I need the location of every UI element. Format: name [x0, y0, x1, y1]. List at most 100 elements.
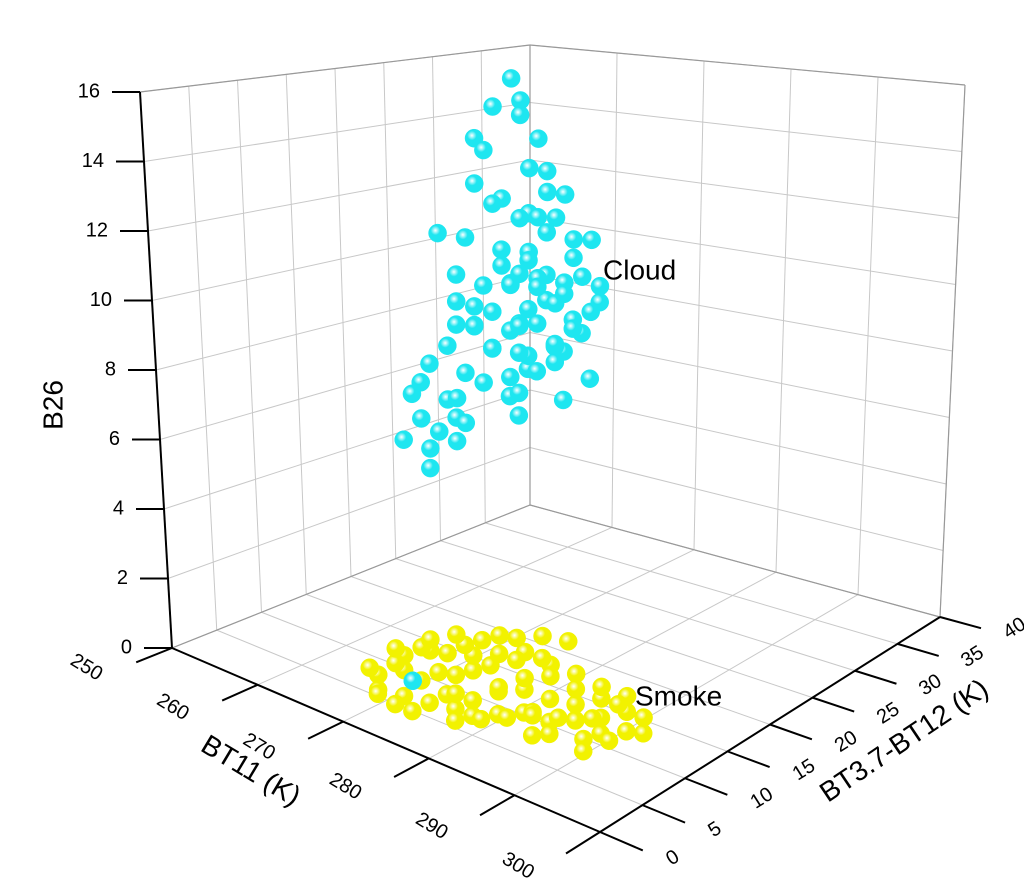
data-point: [581, 302, 600, 322]
data-point: [538, 182, 557, 202]
data-point: [456, 413, 476, 433]
data-point: [523, 706, 542, 725]
data-point: [599, 731, 619, 750]
y-tick-label: 5: [704, 817, 725, 842]
x-tick-label: 290: [412, 808, 452, 844]
data-point: [492, 240, 511, 259]
grid-line: [395, 558, 813, 699]
data-point: [402, 384, 422, 404]
data-point: [472, 630, 492, 650]
z-tick-label: 4: [113, 497, 124, 519]
cloud-annotation: Cloud: [603, 254, 676, 285]
y-tick: [684, 777, 728, 796]
grid-line: [155, 274, 531, 371]
z-tick-label: 10: [90, 289, 112, 311]
data-point: [580, 369, 600, 388]
data-point: [483, 194, 502, 213]
grid-line: [306, 593, 728, 752]
data-point: [465, 317, 484, 336]
y-tick-label: 0: [662, 846, 683, 871]
x-tick: [565, 831, 601, 855]
data-point: [386, 694, 405, 714]
data-point: [519, 251, 538, 270]
box-edge: [939, 84, 966, 618]
data-point: [430, 422, 449, 441]
data-point: [519, 299, 538, 319]
data-point: [527, 362, 547, 381]
grid-line: [151, 217, 531, 301]
grid-line: [485, 522, 898, 645]
data-point: [474, 276, 493, 295]
grid-line: [143, 102, 531, 162]
data-point: [474, 140, 493, 160]
data-point: [360, 658, 379, 677]
data-point: [447, 625, 466, 644]
data-point: [455, 228, 475, 247]
grid-line: [529, 102, 962, 152]
z-tick-label: 12: [86, 219, 108, 241]
data-point: [501, 69, 521, 88]
data-point: [386, 639, 405, 658]
data-point: [403, 701, 422, 721]
y-tick: [897, 642, 940, 657]
data-point: [532, 648, 552, 668]
z-tick-label: 6: [109, 428, 120, 450]
z-tick-label: 8: [105, 358, 116, 380]
data-point: [573, 267, 592, 286]
z-axis-title: B26: [37, 380, 68, 430]
data-point: [368, 684, 388, 704]
data-point: [515, 668, 534, 688]
data-point: [510, 208, 529, 228]
box-edge: [529, 504, 941, 618]
box-edge: [139, 44, 531, 93]
data-point: [509, 406, 529, 425]
data-point: [438, 643, 457, 663]
x-tick-label: 300: [498, 848, 538, 882]
data-point: [446, 292, 466, 311]
x-tick: [307, 720, 344, 740]
data-point: [563, 319, 583, 338]
y-tick: [812, 696, 855, 713]
y-tick: [854, 669, 897, 685]
data-point: [403, 671, 422, 691]
data-point: [509, 383, 529, 403]
grid-line: [163, 389, 531, 510]
x-tick: [393, 757, 430, 778]
data-point: [583, 709, 602, 728]
data-point: [554, 284, 574, 304]
data-point: [540, 689, 560, 709]
data-point: [533, 626, 552, 646]
data-point: [421, 458, 440, 478]
data-point: [474, 373, 493, 392]
data-point: [456, 363, 475, 383]
data-point: [582, 230, 601, 250]
data-point: [520, 158, 539, 178]
data-point: [483, 302, 502, 321]
data-point: [522, 726, 542, 745]
data-point: [429, 662, 448, 682]
data-point: [553, 390, 573, 410]
data-point: [447, 388, 467, 408]
data-point: [507, 628, 526, 648]
grid-line: [529, 159, 959, 219]
data-point: [617, 722, 636, 741]
data-point: [446, 265, 466, 284]
grid-line: [529, 332, 950, 418]
z-tick-label: 2: [117, 567, 128, 589]
data-point: [510, 264, 529, 284]
data-point: [446, 315, 466, 334]
data-point: [420, 693, 439, 713]
frame-layer: [112, 44, 982, 855]
x-tick: [221, 683, 259, 702]
y-tick-label: 35: [957, 641, 988, 671]
data-point: [566, 679, 586, 699]
smoke-annotation: Smoke: [635, 680, 722, 711]
data-point: [527, 314, 547, 333]
data-point: [501, 367, 520, 387]
data-point: [464, 174, 484, 193]
grid-line: [147, 159, 531, 232]
data-point: [446, 665, 466, 685]
grid-line: [216, 629, 643, 806]
